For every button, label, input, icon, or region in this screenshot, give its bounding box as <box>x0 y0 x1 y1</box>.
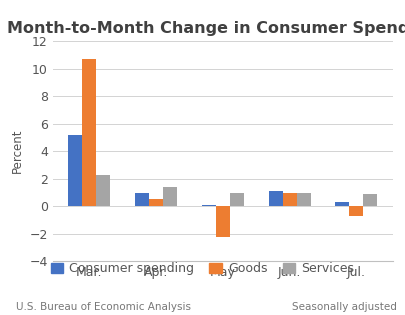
Bar <box>335 202 350 206</box>
Text: Seasonally adjusted: Seasonally adjusted <box>292 302 397 312</box>
Y-axis label: Percent: Percent <box>11 129 24 174</box>
Text: U.S. Bureau of Economic Analysis: U.S. Bureau of Economic Analysis <box>16 302 191 312</box>
Bar <box>216 206 230 237</box>
Bar <box>296 192 311 206</box>
Bar <box>68 135 82 206</box>
Bar <box>230 192 244 206</box>
Bar <box>202 205 216 206</box>
Bar <box>96 175 110 206</box>
Title: Month-to-Month Change in Consumer Spending: Month-to-Month Change in Consumer Spendi… <box>7 20 405 36</box>
Bar <box>363 194 377 206</box>
Legend: Consumer spending, Goods, Services: Consumer spending, Goods, Services <box>46 257 359 280</box>
Bar <box>135 192 149 206</box>
Bar <box>350 206 363 216</box>
Bar <box>82 59 96 206</box>
Bar <box>283 192 296 206</box>
Bar <box>163 187 177 206</box>
Bar <box>269 191 283 206</box>
Bar <box>149 199 163 206</box>
